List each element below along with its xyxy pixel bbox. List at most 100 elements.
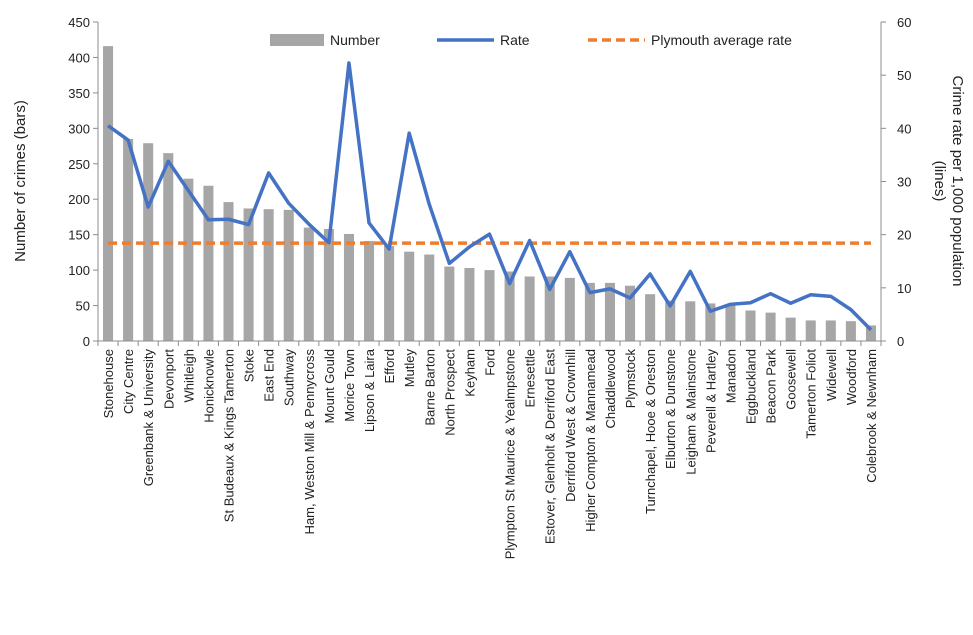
- category-label: North Prospect: [442, 349, 457, 436]
- category-label: Woodford: [844, 349, 859, 405]
- bar-series: [103, 46, 876, 341]
- right-tick-label: 0: [897, 334, 904, 349]
- bar: [745, 310, 756, 341]
- category-label: Whitleigh: [181, 349, 196, 402]
- category-label: Mount Gould: [322, 349, 337, 423]
- category-label: Ernesettle: [523, 349, 538, 408]
- category-label: Leigham & Mainstone: [683, 349, 698, 475]
- bar: [303, 227, 314, 341]
- category-label: Ham, Weston Mill & Pennycross: [302, 349, 317, 535]
- bar: [625, 285, 636, 341]
- bar: [705, 303, 716, 341]
- bar: [464, 267, 475, 341]
- bar: [243, 208, 254, 341]
- bar: [203, 185, 214, 341]
- legend-label-average: Plymouth average rate: [651, 32, 792, 48]
- bar: [584, 282, 595, 341]
- legend-label-rate: Rate: [500, 32, 530, 48]
- category-label: Greenbank & University: [141, 348, 156, 486]
- left-tick-label: 50: [76, 299, 90, 314]
- category-label: Derriford West & Crownhill: [563, 349, 578, 502]
- left-tick-label: 400: [68, 50, 90, 65]
- category-label: Plympton St Maurice & Yealmpstone: [503, 349, 518, 559]
- category-label: City Centre: [121, 349, 136, 414]
- bar: [725, 304, 736, 341]
- category-label: Beacon Park: [764, 349, 779, 424]
- bar: [645, 294, 656, 341]
- right-tick-label: 50: [897, 68, 911, 83]
- bar: [765, 312, 776, 341]
- category-label: Ford: [483, 349, 498, 376]
- category-label: Eggbuckland: [744, 349, 759, 424]
- bar: [323, 229, 334, 341]
- legend-swatch-number: [270, 34, 324, 46]
- left-axis-title: Number of crimes (bars): [12, 100, 29, 262]
- category-label: Elburton & Dunstone: [663, 349, 678, 469]
- category-label: Southway: [282, 349, 297, 407]
- category-label: Goosewell: [784, 349, 799, 410]
- right-tick-label: 30: [897, 175, 911, 190]
- category-label: Turnchapel, Hooe & Oreston: [643, 349, 658, 514]
- category-label: East End: [262, 349, 277, 402]
- bar: [845, 321, 856, 341]
- bar: [343, 233, 354, 341]
- right-axis-title: Crime rate per 1,000 population: [949, 76, 966, 287]
- right-tick-label: 60: [897, 15, 911, 30]
- bar: [564, 277, 575, 341]
- category-label: Stoke: [242, 349, 257, 382]
- category-label: Efford: [382, 349, 397, 383]
- category-label: Peverell & Hartley: [703, 349, 718, 454]
- bar: [544, 276, 555, 341]
- category-label: Chaddlewood: [603, 349, 618, 429]
- bar: [484, 270, 495, 341]
- bar: [143, 143, 154, 341]
- category-label: Tamerton Foliot: [804, 349, 819, 439]
- bar: [424, 254, 435, 341]
- category-label: Mutley: [402, 349, 417, 388]
- line-series: [107, 61, 873, 332]
- category-labels: Stonehouse City Centre Greenbank & Univers…: [101, 348, 879, 559]
- bar: [183, 178, 194, 341]
- bar: [685, 301, 696, 341]
- category-label: Widewell: [824, 349, 839, 401]
- left-tick-label: 100: [68, 263, 90, 278]
- left-tick-label: 350: [68, 86, 90, 101]
- category-label: Morice Town: [342, 349, 357, 422]
- left-axis-ticks: 0 50 100 150 200 250 300 350 400 450: [68, 15, 98, 349]
- left-tick-label: 250: [68, 157, 90, 172]
- bar: [384, 246, 395, 341]
- bar: [604, 282, 615, 341]
- bar: [163, 153, 174, 341]
- category-label: Plymstock: [623, 349, 638, 409]
- left-tick-label: 0: [83, 334, 90, 349]
- right-axis-title-line2: (lines): [931, 161, 948, 202]
- category-label: Devonport: [161, 349, 176, 409]
- category-label: Stonehouse: [101, 349, 116, 418]
- category-label: Barne Barton: [422, 349, 437, 426]
- category-label: Estover, Glenholt & Derriford East: [543, 349, 558, 544]
- bar: [123, 138, 134, 341]
- bar: [504, 271, 515, 341]
- right-tick-label: 20: [897, 228, 911, 243]
- left-tick-label: 150: [68, 228, 90, 243]
- category-label: Manadon: [723, 349, 738, 403]
- category-label: St Budeaux & Kings Tamerton: [222, 349, 237, 522]
- bar: [785, 317, 796, 341]
- bar: [524, 276, 535, 341]
- category-label: Higher Compton & Mannamead: [583, 349, 598, 532]
- right-tick-label: 40: [897, 121, 911, 136]
- legend-label-number: Number: [330, 32, 380, 48]
- category-label: Colebrook & Newnham: [864, 349, 879, 483]
- bar: [825, 320, 836, 341]
- bar: [223, 202, 234, 341]
- bar: [404, 251, 415, 341]
- bar: [103, 46, 114, 341]
- bar: [665, 300, 676, 341]
- category-label: Honicknowle: [201, 349, 216, 423]
- rate-line: [107, 61, 873, 332]
- bar: [283, 209, 294, 341]
- legend: Number Rate Plymouth average rate: [270, 32, 792, 48]
- left-tick-label: 200: [68, 192, 90, 207]
- right-tick-label: 10: [897, 281, 911, 296]
